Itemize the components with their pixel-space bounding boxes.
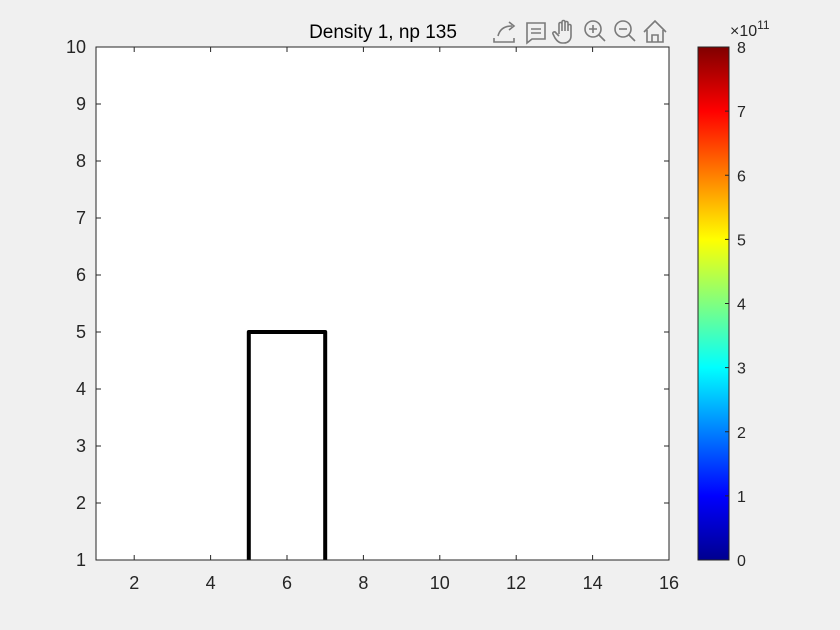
colorbar-tick-label: 5 bbox=[737, 232, 746, 249]
x-tick-label: 4 bbox=[206, 573, 216, 593]
zoom-in-icon[interactable] bbox=[582, 20, 608, 44]
y-tick-label: 6 bbox=[76, 265, 86, 285]
zoom-out-icon[interactable] bbox=[612, 20, 638, 44]
series-layer bbox=[246, 330, 328, 560]
x-tick-label: 8 bbox=[358, 573, 368, 593]
y-tick-label: 8 bbox=[76, 151, 86, 171]
colorbar-ticks: 0 1 2 3 4 5 6 7 8 bbox=[725, 40, 746, 570]
home-icon[interactable] bbox=[642, 19, 668, 44]
y-tick-label: 5 bbox=[76, 322, 86, 342]
colorbar-exponent-base: ×10 bbox=[730, 23, 757, 40]
colorbar-tick-label: 3 bbox=[737, 361, 746, 378]
data-tips-icon[interactable] bbox=[522, 20, 548, 45]
y-tick-label: 4 bbox=[76, 379, 86, 399]
series-line-0[interactable] bbox=[246, 330, 328, 560]
x-tick-label: 6 bbox=[282, 573, 292, 593]
colorbar[interactable] bbox=[698, 47, 729, 560]
x-tick-label: 12 bbox=[506, 573, 526, 593]
axes-box bbox=[95, 46, 670, 561]
plot-area[interactable] bbox=[96, 47, 669, 560]
pan-hand-icon[interactable] bbox=[552, 19, 578, 44]
colorbar-tick-label: 8 bbox=[737, 40, 746, 57]
x-tick-label: 10 bbox=[430, 573, 450, 593]
colorbar-tick-label: 0 bbox=[737, 553, 746, 570]
x-tick-label: 2 bbox=[129, 573, 139, 593]
y-tick-label: 10 bbox=[66, 37, 86, 57]
y-tick-label: 7 bbox=[76, 208, 86, 228]
x-tick-label: 16 bbox=[659, 573, 679, 593]
y-tick-label: 3 bbox=[76, 436, 86, 456]
colorbar-exponent: ×1011 bbox=[730, 18, 770, 40]
colorbar-tick-label: 7 bbox=[737, 104, 746, 121]
y-tick-label: 1 bbox=[76, 550, 86, 570]
export-icon[interactable] bbox=[492, 20, 518, 44]
colorbar-tick-label: 2 bbox=[737, 425, 746, 442]
axes-toolbar bbox=[492, 19, 668, 45]
colorbar-tick-label: 1 bbox=[737, 489, 746, 506]
x-axis: 2 4 6 8 10 12 14 16 bbox=[129, 47, 679, 593]
colorbar-tick-label: 6 bbox=[737, 168, 746, 185]
chart-title: Density 1, np 135 bbox=[309, 22, 457, 43]
colorbar-exponent-power: 11 bbox=[757, 18, 770, 32]
colorbar-tick-label: 4 bbox=[737, 297, 746, 314]
y-tick-label: 9 bbox=[76, 94, 86, 114]
y-tick-label: 2 bbox=[76, 493, 86, 513]
x-tick-label: 14 bbox=[583, 573, 603, 593]
